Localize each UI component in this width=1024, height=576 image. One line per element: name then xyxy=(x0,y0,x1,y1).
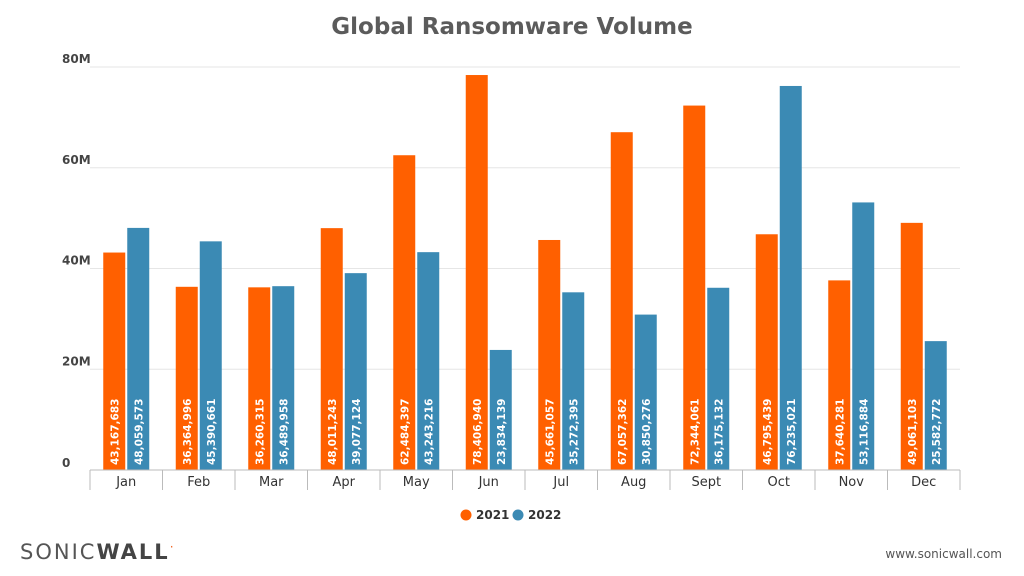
bar-2021-feb xyxy=(175,286,198,470)
bar-2021-jun xyxy=(465,75,488,471)
bar-2022-may xyxy=(417,252,440,470)
bar-2021-jul xyxy=(538,239,561,470)
x-tick-label: Oct xyxy=(768,475,790,490)
footer-url: www.sonicwall.com xyxy=(885,547,1002,561)
legend-swatch xyxy=(460,509,472,521)
bar-2021-nov xyxy=(828,280,851,470)
x-tick-label: Jun xyxy=(478,475,499,490)
legend-label: 2021 xyxy=(476,508,509,522)
bar-2022-sept xyxy=(707,287,730,470)
data-label: 36,364,996 xyxy=(182,399,194,465)
legend-label: 2022 xyxy=(528,508,561,522)
y-tick-label: 40M xyxy=(62,254,91,268)
chart-title: Global Ransomware Volume xyxy=(331,14,693,40)
data-label: 36,260,315 xyxy=(254,399,266,465)
bar-2022-feb xyxy=(199,241,222,470)
data-label: 25,582,772 xyxy=(931,399,943,465)
bar-2021-jan xyxy=(103,252,126,470)
x-tick-label: Jul xyxy=(552,475,569,490)
bar-2021-dec xyxy=(900,222,923,470)
bar-2022-nov xyxy=(852,202,875,470)
bar-2021-apr xyxy=(320,228,343,470)
bar-2022-jul xyxy=(562,292,585,470)
data-label: 53,116,884 xyxy=(858,399,870,465)
x-tick-label: May xyxy=(403,475,430,490)
y-tick-label: 20M xyxy=(62,354,91,368)
data-label: 35,272,395 xyxy=(568,399,580,465)
y-tick-label: 0 xyxy=(62,456,70,470)
x-tick-label: Sept xyxy=(691,475,721,490)
bar-2021-aug xyxy=(610,132,633,470)
x-tick-label: Dec xyxy=(911,475,936,490)
bar-2021-oct xyxy=(755,234,778,470)
data-label: 67,057,362 xyxy=(617,399,629,465)
x-tick-label: Nov xyxy=(839,475,865,490)
data-label: 76,235,021 xyxy=(786,399,798,465)
data-label: 30,850,276 xyxy=(641,399,653,465)
bar-2022-jun xyxy=(489,349,512,470)
data-label: 39,077,124 xyxy=(351,399,363,465)
data-label: 43,167,683 xyxy=(109,399,121,465)
data-label: 48,011,243 xyxy=(327,399,339,465)
data-label: 62,484,397 xyxy=(399,399,411,465)
bar-2021-sept xyxy=(683,105,706,470)
y-tick-label: 60M xyxy=(62,153,91,167)
data-label: 36,175,132 xyxy=(713,399,725,465)
x-tick-label: Feb xyxy=(187,475,210,490)
data-label: 37,640,281 xyxy=(834,399,846,465)
x-tick-label: Apr xyxy=(333,475,356,490)
bar-2021-mar xyxy=(248,287,271,470)
legend-swatch xyxy=(512,509,524,521)
data-label: 48,059,573 xyxy=(133,399,145,465)
bar-2022-oct xyxy=(779,85,802,471)
y-tick-label: 80M xyxy=(62,52,91,66)
data-label: 72,344,061 xyxy=(689,399,701,465)
x-tick-label: Jan xyxy=(115,475,136,490)
bar-2022-apr xyxy=(344,273,367,470)
data-label: 45,661,057 xyxy=(544,399,556,465)
bar-2022-mar xyxy=(272,286,295,470)
data-label: 23,834,139 xyxy=(496,399,508,465)
bar-2022-jan xyxy=(127,227,150,470)
x-tick-label: Aug xyxy=(621,475,646,490)
bar-2022-dec xyxy=(924,341,947,470)
data-label: 45,390,661 xyxy=(206,399,218,465)
data-label: 49,061,103 xyxy=(907,399,919,465)
data-label: 78,406,940 xyxy=(472,399,484,465)
x-tick-label: Mar xyxy=(259,475,284,490)
bar-2022-aug xyxy=(634,314,657,470)
data-label: 46,795,439 xyxy=(762,399,774,465)
sonicwall-logo: SONICWALL· xyxy=(20,540,176,564)
bar-2021-may xyxy=(393,155,416,470)
data-label: 43,243,216 xyxy=(423,399,435,465)
data-label: 36,489,958 xyxy=(278,399,290,465)
